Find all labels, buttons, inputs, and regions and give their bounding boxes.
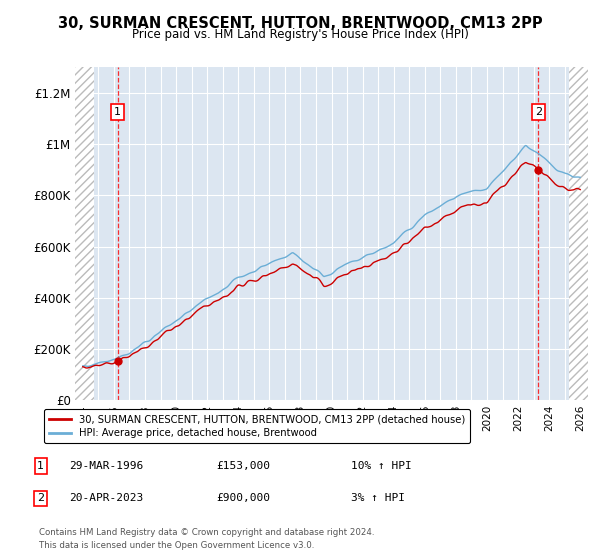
Polygon shape <box>75 67 94 400</box>
Text: 2: 2 <box>535 107 542 117</box>
Text: 30, SURMAN CRESCENT, HUTTON, BRENTWOOD, CM13 2PP: 30, SURMAN CRESCENT, HUTTON, BRENTWOOD, … <box>58 16 542 31</box>
Text: 29-MAR-1996: 29-MAR-1996 <box>69 461 143 471</box>
Text: 3% ↑ HPI: 3% ↑ HPI <box>351 493 405 503</box>
Polygon shape <box>569 67 588 400</box>
Text: Contains HM Land Registry data © Crown copyright and database right 2024.
This d: Contains HM Land Registry data © Crown c… <box>39 528 374 550</box>
Text: 2: 2 <box>37 493 44 503</box>
Text: £153,000: £153,000 <box>216 461 270 471</box>
Text: 20-APR-2023: 20-APR-2023 <box>69 493 143 503</box>
Text: Price paid vs. HM Land Registry's House Price Index (HPI): Price paid vs. HM Land Registry's House … <box>131 28 469 41</box>
Legend: 30, SURMAN CRESCENT, HUTTON, BRENTWOOD, CM13 2PP (detached house), HPI: Average : 30, SURMAN CRESCENT, HUTTON, BRENTWOOD, … <box>44 409 470 444</box>
Text: £900,000: £900,000 <box>216 493 270 503</box>
Text: 1: 1 <box>114 107 121 117</box>
Text: 10% ↑ HPI: 10% ↑ HPI <box>351 461 412 471</box>
Text: 1: 1 <box>37 461 44 471</box>
